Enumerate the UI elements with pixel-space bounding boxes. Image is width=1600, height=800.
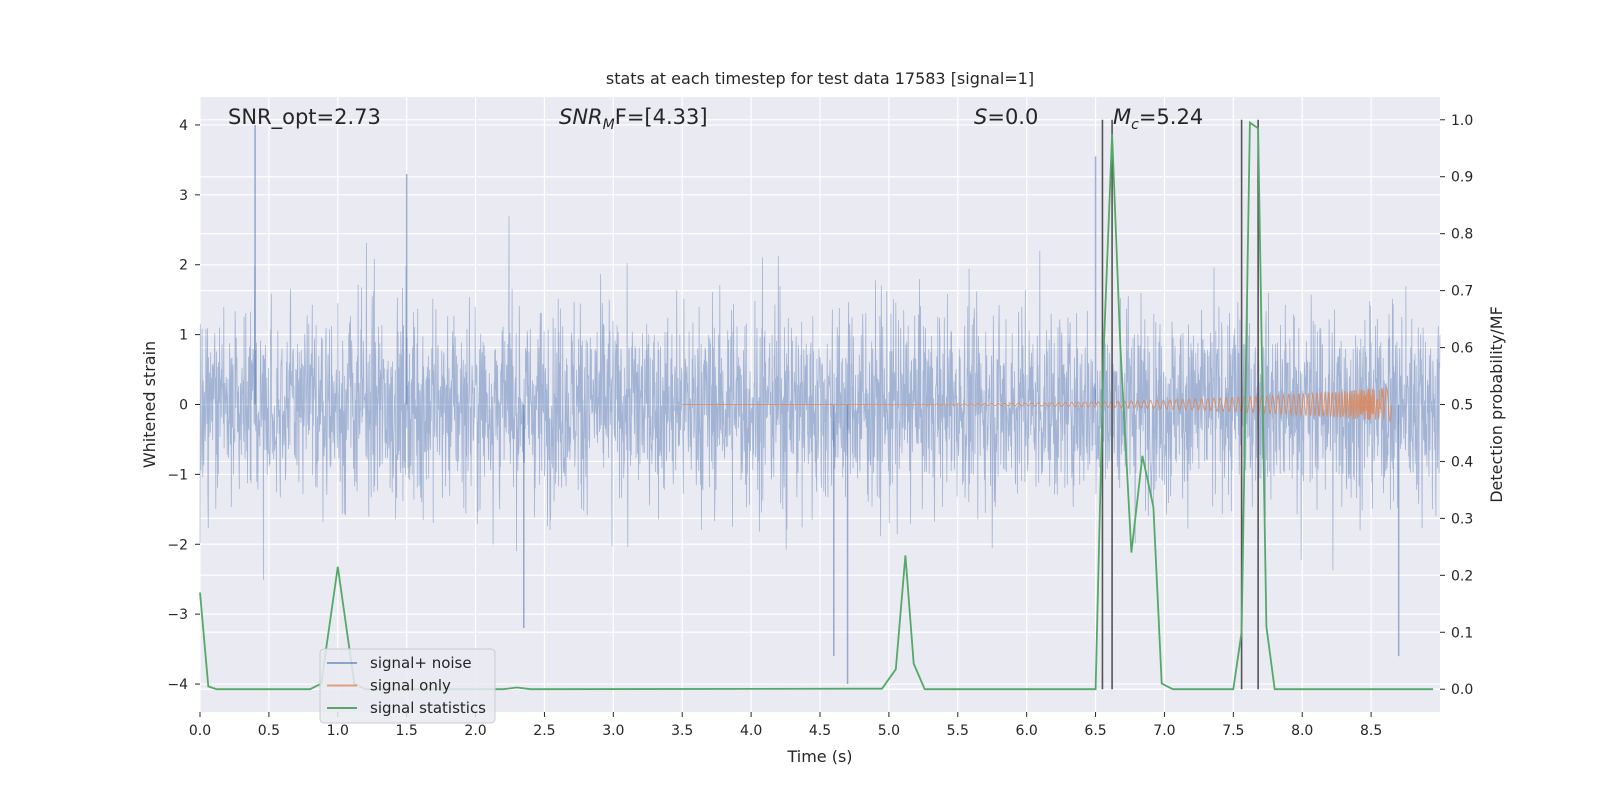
annotation-text: Mc=5.24 bbox=[1113, 105, 1203, 133]
x-tick-label: 4.5 bbox=[809, 723, 831, 739]
y-right-tick-label: 0.1 bbox=[1451, 625, 1473, 641]
y-right-tick-label: 0.6 bbox=[1451, 341, 1473, 357]
y-left-tick-label: 3 bbox=[179, 188, 188, 204]
x-tick-label: 2.0 bbox=[464, 723, 486, 739]
annotation-symbol: S bbox=[974, 105, 987, 129]
annotation-subscript: c bbox=[1131, 117, 1139, 133]
signal-chirp bbox=[682, 385, 1393, 423]
annotation-value: =0.0 bbox=[987, 105, 1038, 129]
x-tick-label: 2.5 bbox=[533, 723, 555, 739]
annotation-value: =5.24 bbox=[1139, 105, 1203, 129]
signal-only-series bbox=[682, 385, 1393, 423]
annotation-text: S=0.0 bbox=[974, 105, 1038, 129]
annotation-symbol: M bbox=[1113, 105, 1131, 129]
x-tick-label: 0.0 bbox=[189, 723, 211, 739]
y-left-tick-label: −2 bbox=[167, 537, 188, 553]
x-tick-label: 5.0 bbox=[878, 723, 900, 739]
x-tick-label: 5.5 bbox=[947, 723, 969, 739]
y-left-tick-label: 2 bbox=[179, 258, 188, 274]
signal-statistics-series bbox=[199, 120, 1434, 691]
y-right-tick-label: 1.0 bbox=[1451, 113, 1473, 129]
y-left-tick-label: 1 bbox=[179, 328, 188, 344]
legend-box bbox=[319, 648, 496, 724]
x-tick-label: 7.5 bbox=[1222, 723, 1244, 739]
y-right-axis-ticks: 0.0 0.1 0.2 0.3 0.4 0.5 0.6 0.7 0.8 0.9 1.0 bbox=[1440, 113, 1473, 698]
y-left-tick-label: 0 bbox=[179, 398, 188, 414]
noise-trace bbox=[199, 215, 1441, 580]
x-tick-label: 6.5 bbox=[1084, 723, 1106, 739]
y-left-tick-label: −4 bbox=[167, 677, 188, 693]
x-tick-label: 6.0 bbox=[1016, 723, 1038, 739]
signal-noise-series bbox=[199, 124, 1441, 685]
chart-title: stats at each timestep for test data 175… bbox=[606, 69, 1034, 88]
y-right-tick-label: 0.0 bbox=[1451, 682, 1473, 698]
annotations: SNR_opt=2.73 SNRMF=[4.33] S=0.0 Mc=5.24 bbox=[228, 105, 1203, 133]
y-left-tick-label: 4 bbox=[179, 118, 188, 134]
annotation-text: SNRMF=[4.33] bbox=[559, 105, 708, 133]
statistics-line bbox=[199, 120, 1434, 691]
x-tick-label: 3.5 bbox=[671, 723, 693, 739]
x-tick-label: 4.0 bbox=[740, 723, 762, 739]
legend-label: signal+ noise bbox=[370, 654, 472, 672]
x-axis-ticks: 0.0 0.5 1.0 1.5 2.0 2.5 3.0 3.5 4.0 4.5 5.0 5.5 6.0 6… bbox=[189, 712, 1382, 739]
x-tick-label: 1.0 bbox=[327, 723, 349, 739]
y-right-tick-label: 0.7 bbox=[1451, 284, 1473, 300]
x-tick-label: 7.0 bbox=[1153, 723, 1175, 739]
y-left-axis-label: Whitened strain bbox=[140, 341, 159, 468]
annotation-plain: SNR_opt=2.73 bbox=[228, 105, 381, 130]
y-right-tick-label: 0.3 bbox=[1451, 511, 1473, 527]
y-right-tick-label: 0.8 bbox=[1451, 227, 1473, 243]
x-tick-label: 1.5 bbox=[396, 723, 418, 739]
x-axis-label: Time (s) bbox=[786, 747, 852, 766]
x-tick-label: 3.0 bbox=[602, 723, 624, 739]
annotation-text: SNR_opt=2.73 bbox=[228, 105, 381, 130]
y-right-axis-label: Detection probability/MF bbox=[1487, 306, 1506, 503]
annotation-subscript: M bbox=[603, 117, 615, 133]
x-tick-label: 8.5 bbox=[1360, 723, 1382, 739]
x-tick-label: 8.0 bbox=[1291, 723, 1313, 739]
annotation-symbol: SNR bbox=[559, 105, 603, 129]
y-left-tick-label: −3 bbox=[167, 607, 188, 623]
legend-label: signal only bbox=[370, 677, 451, 695]
y-left-tick-label: −1 bbox=[167, 467, 188, 483]
legend: signal+ noise signal only signal statistic… bbox=[319, 648, 496, 724]
legend-label: signal statistics bbox=[370, 699, 486, 717]
y-right-tick-label: 0.5 bbox=[1451, 398, 1473, 414]
x-tick-label: 0.5 bbox=[258, 723, 280, 739]
y-left-axis-ticks: −4 −3 −2 −1 0 1 2 3 4 bbox=[167, 118, 200, 693]
y-right-tick-label: 0.2 bbox=[1451, 568, 1473, 584]
annotation-value: F=[4.33] bbox=[615, 105, 708, 129]
y-right-tick-label: 0.4 bbox=[1451, 454, 1473, 470]
y-right-tick-label: 0.9 bbox=[1451, 170, 1473, 186]
